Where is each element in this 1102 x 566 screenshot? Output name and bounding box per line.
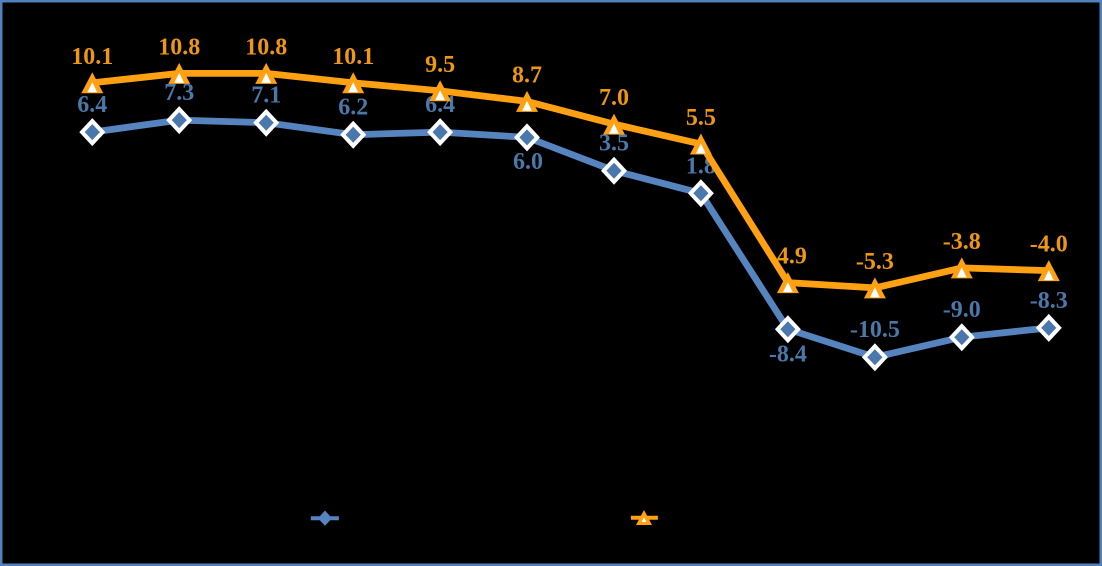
svg-text:10.1: 10.1 <box>332 44 374 70</box>
svg-text:6.4: 6.4 <box>77 92 107 118</box>
svg-text:-4.0: -4.0 <box>1030 232 1068 258</box>
svg-text:3.5: 3.5 <box>599 131 629 157</box>
svg-text:6.0: 6.0 <box>513 149 543 175</box>
svg-text:-3.8: -3.8 <box>943 229 981 255</box>
svg-text:-8.4: -8.4 <box>769 342 807 368</box>
svg-text:-9.0: -9.0 <box>943 297 981 323</box>
svg-text:7.1: 7.1 <box>251 83 281 109</box>
svg-text:10.8: 10.8 <box>245 34 287 60</box>
svg-text:-10.5: -10.5 <box>850 317 900 343</box>
svg-text:6.2: 6.2 <box>338 95 368 121</box>
svg-text:10.8: 10.8 <box>158 34 200 60</box>
svg-text:8.7: 8.7 <box>512 62 542 88</box>
svg-text:5.5: 5.5 <box>686 105 716 131</box>
svg-text:7.0: 7.0 <box>599 85 629 111</box>
svg-text:-8.3: -8.3 <box>1030 288 1068 314</box>
svg-text:7.3: 7.3 <box>164 80 194 106</box>
svg-text:10.1: 10.1 <box>71 44 113 70</box>
svg-text:-5.3: -5.3 <box>856 249 894 275</box>
svg-text:9.5: 9.5 <box>425 52 455 78</box>
